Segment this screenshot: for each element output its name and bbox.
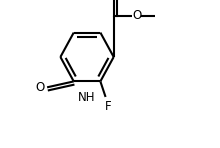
Text: NH: NH [78, 91, 96, 104]
Text: O: O [36, 81, 45, 94]
Text: O: O [111, 0, 120, 1]
Text: O: O [132, 9, 141, 22]
Text: F: F [105, 100, 112, 113]
